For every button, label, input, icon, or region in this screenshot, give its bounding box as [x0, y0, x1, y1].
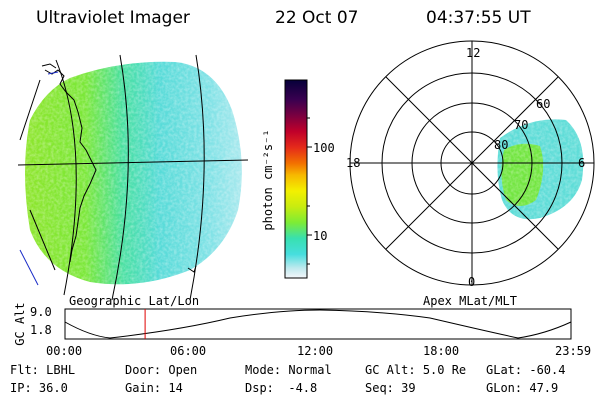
status-door: Door: Open: [125, 363, 198, 377]
status-gain: Gain: 14: [125, 381, 183, 395]
status-mode: Mode: Normal: [245, 363, 332, 377]
mlt-label-6: 6: [578, 156, 586, 170]
status-dsp: Dsp: -4.8: [245, 381, 318, 395]
time-label: 04:37:55 UT: [426, 8, 531, 28]
colorbar-tick-10: 10: [313, 229, 328, 243]
polar-caption: Apex MLat/MLT: [423, 294, 517, 308]
timeline-xtick: 06:00: [170, 344, 207, 358]
app-title: Ultraviolet Imager: [36, 8, 190, 28]
mlat-label-70: 70: [514, 118, 529, 132]
status-glon: GLon: 47.9: [486, 381, 559, 395]
timeline-xtick: 23:59: [555, 344, 592, 358]
mlt-label-12: 12: [466, 46, 481, 60]
status-gc-alt: GC Alt: 5.0 Re: [365, 363, 467, 377]
geo-image: [25, 61, 242, 285]
colorbar: [284, 79, 312, 279]
mlat-label-80: 80: [494, 138, 509, 152]
colorbar-tick-100: 100: [313, 141, 335, 155]
timeline-xtick: 00:00: [46, 344, 83, 358]
coastline-blue: [19, 71, 59, 286]
timeline-xtick: 18:00: [423, 344, 460, 358]
timeline-xtick: 12:00: [297, 344, 334, 358]
timeline-ytick-high: 9.0: [30, 305, 52, 319]
timeline-ytick-low: 1.8: [30, 323, 52, 337]
mlat-label-60: 60: [536, 97, 551, 111]
colorbar-label: photon cm⁻²s⁻¹: [261, 129, 275, 231]
mlt-label-0: 0: [468, 275, 476, 289]
status-glat: GLat: -60.4: [486, 363, 566, 377]
date-label: 22 Oct 07: [275, 8, 359, 28]
status-flt: Flt: LBHL: [10, 363, 76, 377]
polar-plot: [349, 40, 595, 286]
status-seq: Seq: 39: [365, 381, 416, 395]
geo-caption: Geographic Lat/Lon: [69, 294, 200, 308]
timeline-ylabel: GC Alt: [13, 302, 27, 346]
status-ip: IP: 36.0: [10, 381, 68, 395]
timeline-plot: [64, 308, 572, 340]
coastline: [41, 63, 197, 273]
mlt-label-18: 18: [346, 156, 361, 170]
